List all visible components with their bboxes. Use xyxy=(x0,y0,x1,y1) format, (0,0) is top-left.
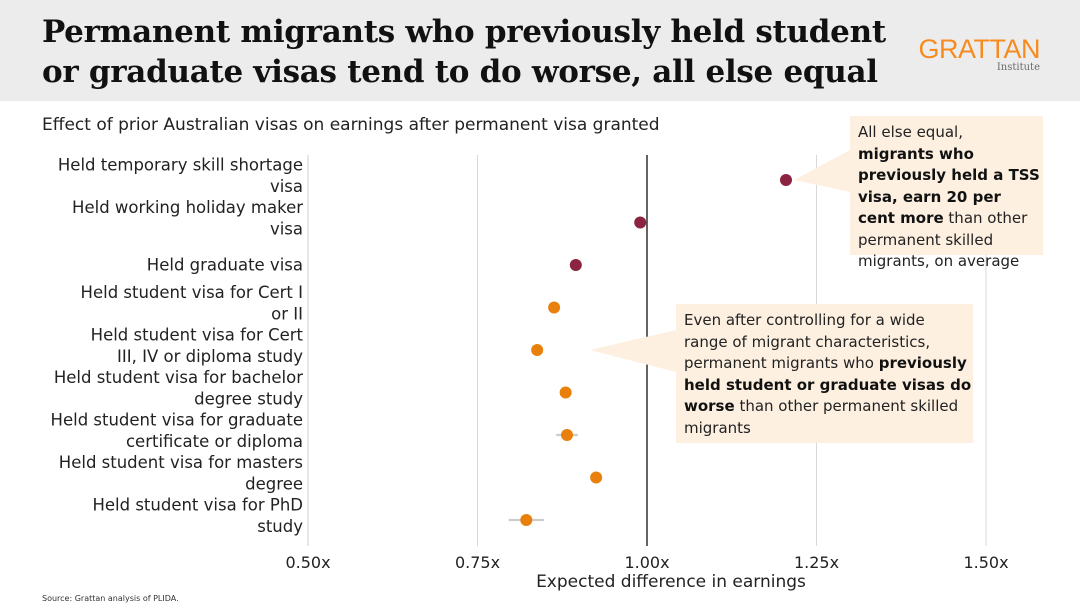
callout-student: Even after controlling for a wide range … xyxy=(676,304,973,443)
category-label: visa xyxy=(270,220,303,239)
callout-text-part: previously held student or graduate visa… xyxy=(684,354,972,415)
callout-text-part: All else equal, xyxy=(858,123,963,141)
category-label: degree xyxy=(245,475,303,494)
category-label: Held student visa for bachelor xyxy=(54,368,303,387)
category-label: Held student visa for Cert xyxy=(91,326,304,345)
category-label: Held student visa for masters xyxy=(59,453,303,472)
data-point xyxy=(548,301,561,314)
logo-subtext: Institute xyxy=(996,62,1040,73)
chart-title: Permanent migrants who previously held s… xyxy=(42,14,886,90)
chart-subtitle: Effect of prior Australian visas on earn… xyxy=(42,115,660,135)
category-label: Held student visa for PhD xyxy=(92,496,303,515)
data-point xyxy=(569,259,582,271)
callout-text-part: migrants who previously held a TSS visa,… xyxy=(858,144,1040,228)
x-tick-label: 0.75x xyxy=(455,553,500,572)
category-label: Held student visa for Cert I xyxy=(81,283,303,302)
category-label: Held temporary skill shortage xyxy=(58,156,303,175)
header-band xyxy=(0,0,1080,101)
callout-text-part: Even after controlling for a wide range … xyxy=(684,311,931,372)
category-label: Held graduate visa xyxy=(147,256,303,275)
category-label: Held working holiday maker xyxy=(72,198,303,217)
data-point xyxy=(779,174,792,186)
x-tick-label: 1.00x xyxy=(624,553,669,572)
x-axis-title: Expected difference in earnings xyxy=(536,572,806,592)
source-note: Source: Grattan analysis of PLIDA. xyxy=(42,594,179,603)
callout-pointer-student xyxy=(590,330,676,372)
data-point xyxy=(520,514,533,526)
data-point xyxy=(531,344,544,356)
x-tick-label: 1.50x xyxy=(963,553,1008,572)
data-point xyxy=(560,429,573,441)
category-label: certificate or diploma xyxy=(126,432,303,451)
category-label: degree study xyxy=(194,390,303,409)
data-point xyxy=(634,216,647,229)
category-label: or II xyxy=(271,305,303,324)
callout-text-part: than other permanent skilled migrants, o… xyxy=(858,209,1028,270)
grattan-logo: GRATTAN Institute xyxy=(908,34,1041,78)
x-tick-label: 0.50x xyxy=(285,553,330,572)
callout-text-part: than other permanent skilled migrants xyxy=(684,397,959,437)
category-label: visa xyxy=(270,177,303,196)
logo-wordmark: GRATTAN xyxy=(918,34,1041,64)
category-label: III, IV or diploma study xyxy=(117,347,303,366)
category-label: study xyxy=(257,517,303,536)
category-label: Held student visa for graduate xyxy=(51,411,303,430)
callout-tss: All else equal, migrants who previously … xyxy=(850,116,1043,270)
callout-pointer-tss xyxy=(793,150,850,192)
data-point xyxy=(590,471,603,484)
x-tick-label: 1.25x xyxy=(794,553,839,572)
data-point xyxy=(559,386,572,399)
